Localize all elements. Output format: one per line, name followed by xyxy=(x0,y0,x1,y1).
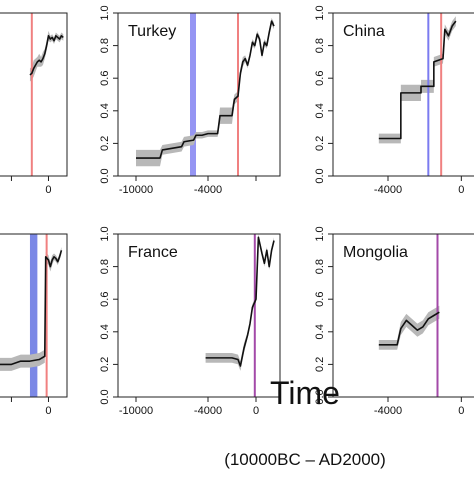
plot-area xyxy=(0,234,63,397)
series-line xyxy=(0,250,63,366)
panel-1: 0 xyxy=(0,12,68,196)
y-tick-label: 1.0 xyxy=(99,226,111,241)
y-tick-label: 0.0 xyxy=(99,168,111,183)
y-tick-label: 0.8 xyxy=(314,38,326,53)
x-tick-label: 0 xyxy=(45,405,51,417)
y-tick-label: 0.4 xyxy=(314,324,326,339)
y-tick-label: 0.4 xyxy=(99,324,111,339)
y-tick-label: 0.2 xyxy=(314,357,326,372)
x-tick-label: -4000 xyxy=(374,405,402,417)
y-tick-label: 0.0 xyxy=(99,389,111,404)
plot-frame xyxy=(0,233,68,398)
x-tick-label: 0 xyxy=(253,405,259,417)
y-tick-label: 0.2 xyxy=(314,136,326,151)
confidence-band xyxy=(378,305,440,350)
confidence-band xyxy=(29,30,64,82)
x-tick-label: 0 xyxy=(458,184,464,196)
highlight-band xyxy=(190,13,196,176)
x-tick-label: 0 xyxy=(458,405,464,417)
x-tick-label: 0 xyxy=(45,184,51,196)
panel-title: Mongolia xyxy=(343,244,408,261)
x-tick-label: -10000 xyxy=(119,184,153,196)
y-tick-label: 0.4 xyxy=(99,103,111,118)
confidence-band xyxy=(205,234,274,371)
series-line xyxy=(136,20,275,159)
y-tick-label: 0.4 xyxy=(314,103,326,118)
y-tick-label: 0.8 xyxy=(99,259,111,274)
x-tick-label: -4000 xyxy=(194,184,222,196)
y-tick-label: 0.0 xyxy=(314,389,326,404)
y-tick-label: 0.6 xyxy=(314,292,326,307)
plot-frame xyxy=(117,233,281,398)
y-tick-label: 0.6 xyxy=(314,71,326,86)
panel-5: 0.0 0.2 0.4 0.6 0.8 1.0 -10000 -4000 0 France xyxy=(99,226,281,417)
x-tick-label: -4000 xyxy=(374,184,402,196)
plot-area xyxy=(205,234,275,397)
panel-title: Turkey xyxy=(128,23,176,40)
y-tick-label: 1.0 xyxy=(99,5,111,20)
y-tick-label: 0.2 xyxy=(99,136,111,151)
y-tick-label: 0.6 xyxy=(99,292,111,307)
plot-frame xyxy=(332,233,474,398)
panel-6: 0.0 0.2 0.4 0.6 0.8 1.0 -4000 0 Mongolia xyxy=(314,226,474,417)
y-tick-label: 1.0 xyxy=(314,5,326,20)
plot-area xyxy=(29,13,64,176)
y-tick-label: 0.6 xyxy=(99,71,111,86)
panel-title: China xyxy=(343,23,385,40)
x-tick-label: -10000 xyxy=(119,405,153,417)
series-line xyxy=(29,35,64,76)
plot-frame xyxy=(332,12,474,177)
x-axis-title: Time xyxy=(270,375,340,411)
y-tick-label: 0.0 xyxy=(314,168,326,183)
plot-frame xyxy=(117,12,281,177)
plot-area xyxy=(136,13,275,176)
plot-area xyxy=(378,234,440,397)
series-line xyxy=(378,20,457,140)
panel-2: 0.0 0.2 0.4 0.6 0.8 1.0 -10000 -4000 Turkey xyxy=(99,5,281,196)
y-tick-label: 0.8 xyxy=(99,38,111,53)
x-tick-label: -4000 xyxy=(194,405,222,417)
plot-frame xyxy=(0,12,68,177)
panel-3: 0.0 0.2 0.4 0.6 0.8 1.0 -4000 0 China xyxy=(314,5,474,196)
confidence-band xyxy=(0,247,62,371)
confidence-band xyxy=(136,17,274,167)
y-tick-label: 0.2 xyxy=(99,357,111,372)
y-tick-label: 1.0 xyxy=(314,226,326,241)
panel-4: 0 xyxy=(0,233,68,417)
x-axis-subtitle: (10000BC – AD2000) xyxy=(224,450,386,469)
series-line xyxy=(378,311,440,346)
highlight-band xyxy=(29,234,38,397)
series-line xyxy=(205,236,275,367)
y-tick-label: 0.8 xyxy=(314,259,326,274)
panels-layer: 00.00.20.40.60.81.0-10000 -4000Turkey0.00… xyxy=(0,5,474,417)
panel-title: France xyxy=(128,244,178,261)
plot-area xyxy=(378,13,457,176)
